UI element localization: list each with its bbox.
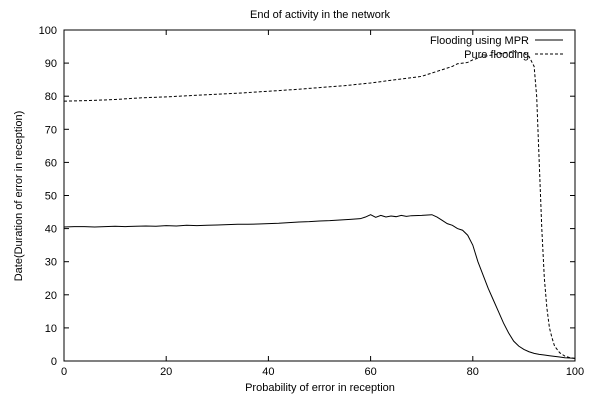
y-tick-label: 0 xyxy=(51,356,57,368)
y-tick-label: 100 xyxy=(39,25,57,37)
legend-label-1: Pure flooding xyxy=(464,49,529,61)
y-tick-label: 70 xyxy=(45,124,57,136)
x-tick-label: 20 xyxy=(160,366,172,378)
x-axis-label: Probability of error in reception xyxy=(245,382,395,394)
series-layer xyxy=(64,52,575,359)
y-tick-label: 50 xyxy=(45,191,57,203)
legend: Flooding using MPR Pure flooding xyxy=(430,35,563,61)
axis-ticks: 0 20 40 60 80 100 0 10 20 30 40 50 60 70 80 90 100 xyxy=(39,25,585,378)
series-line-0 xyxy=(64,215,575,359)
y-axis-label: Date(Duration of error in reception) xyxy=(13,111,25,282)
legend-label-0: Flooding using MPR xyxy=(430,35,529,47)
x-tick-label: 60 xyxy=(364,366,376,378)
x-tick-label: 80 xyxy=(467,366,479,378)
x-tick-label: 100 xyxy=(566,366,584,378)
y-tick-label: 10 xyxy=(45,323,57,335)
y-tick-label: 80 xyxy=(45,91,57,103)
chart-title: End of activity in the network xyxy=(250,9,391,21)
y-tick-label: 40 xyxy=(45,224,57,236)
y-tick-label: 60 xyxy=(45,157,57,169)
y-tick-label: 20 xyxy=(45,290,57,302)
x-tick-label: 0 xyxy=(61,366,67,378)
y-tick-label: 90 xyxy=(45,58,57,70)
x-tick-label: 40 xyxy=(262,366,274,378)
y-tick-label: 30 xyxy=(45,257,57,269)
